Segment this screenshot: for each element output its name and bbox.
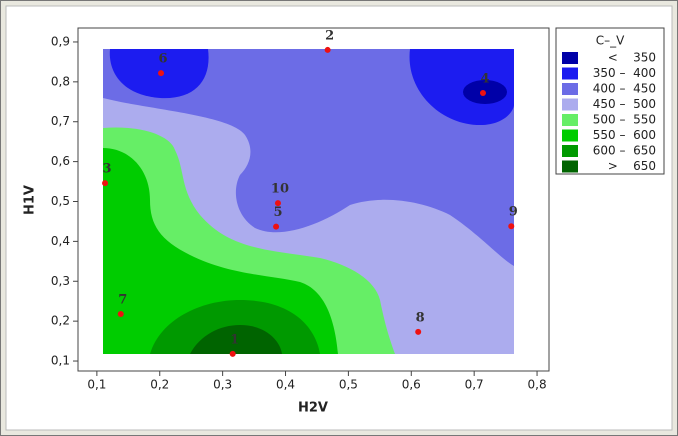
y-tick-label: 0,1 xyxy=(51,354,70,368)
x-tick-label: 0,8 xyxy=(528,378,547,392)
data-point xyxy=(274,200,281,207)
region xyxy=(409,49,514,125)
x-tick-label: 0,4 xyxy=(276,378,295,392)
x-tick-label: 0,3 xyxy=(213,378,232,392)
x-tick-label: 0,7 xyxy=(465,378,484,392)
legend-swatch xyxy=(562,52,578,64)
y-tick-label: 0,3 xyxy=(51,274,70,288)
y-tick-label: 0,9 xyxy=(51,34,70,48)
contour-regions xyxy=(103,49,514,354)
point-label: 7 xyxy=(118,292,127,307)
data-point xyxy=(508,223,515,230)
legend-label: < 350 xyxy=(608,51,656,65)
point-label: 8 xyxy=(416,310,425,325)
legend-swatch xyxy=(562,98,578,111)
y-tick-label: 0,7 xyxy=(51,114,70,128)
legend-label: 400 – 450 xyxy=(593,82,656,96)
data-point xyxy=(479,90,486,97)
point-label: 2 xyxy=(325,28,334,43)
y-tick-label: 0,6 xyxy=(51,154,70,168)
point-label: 1 xyxy=(230,332,239,347)
x-axis-label: H2V xyxy=(298,401,328,416)
x-tick-label: 0,6 xyxy=(402,378,421,392)
point-label: 4 xyxy=(480,72,489,87)
legend-label: 350 – 400 xyxy=(593,66,656,80)
y-tick-label: 0,8 xyxy=(51,74,70,88)
legend-swatch xyxy=(562,114,578,126)
data-point xyxy=(117,310,124,317)
data-point xyxy=(324,46,331,53)
legend-label: 550 – 600 xyxy=(593,128,656,142)
x-tick-label: 0,1 xyxy=(87,378,106,392)
y-tick-label: 0,5 xyxy=(51,194,70,208)
x-tick-label: 0,2 xyxy=(150,378,169,392)
legend-swatch xyxy=(562,67,578,80)
x-tick-label: 0,5 xyxy=(339,378,358,392)
point-label: 5 xyxy=(274,205,283,220)
data-point xyxy=(102,180,109,187)
data-point xyxy=(415,328,422,335)
y-tick-label: 0,2 xyxy=(51,314,70,328)
point-label: 10 xyxy=(271,182,289,197)
y-tick-label: 0,4 xyxy=(51,234,70,248)
y-axis-label: H1V xyxy=(23,185,38,215)
legend-swatch xyxy=(562,160,578,173)
legend-label: 450 – 500 xyxy=(593,97,656,111)
plot-frame xyxy=(77,27,550,372)
data-point xyxy=(158,70,165,77)
region xyxy=(190,325,282,354)
legend-label: 500 – 550 xyxy=(593,113,656,127)
legend-swatch xyxy=(562,145,578,157)
data-point xyxy=(273,223,280,230)
legend-title: C–_V xyxy=(596,34,625,48)
data-point xyxy=(229,350,236,357)
legend-swatch xyxy=(562,83,578,95)
legend-label: > 650 xyxy=(608,159,656,173)
legend-label: 600 – 650 xyxy=(593,144,656,158)
legend-swatch xyxy=(562,129,578,142)
region xyxy=(103,148,338,354)
point-label: 3 xyxy=(103,162,112,177)
point-label: 9 xyxy=(509,205,518,220)
point-label: 6 xyxy=(158,52,167,67)
